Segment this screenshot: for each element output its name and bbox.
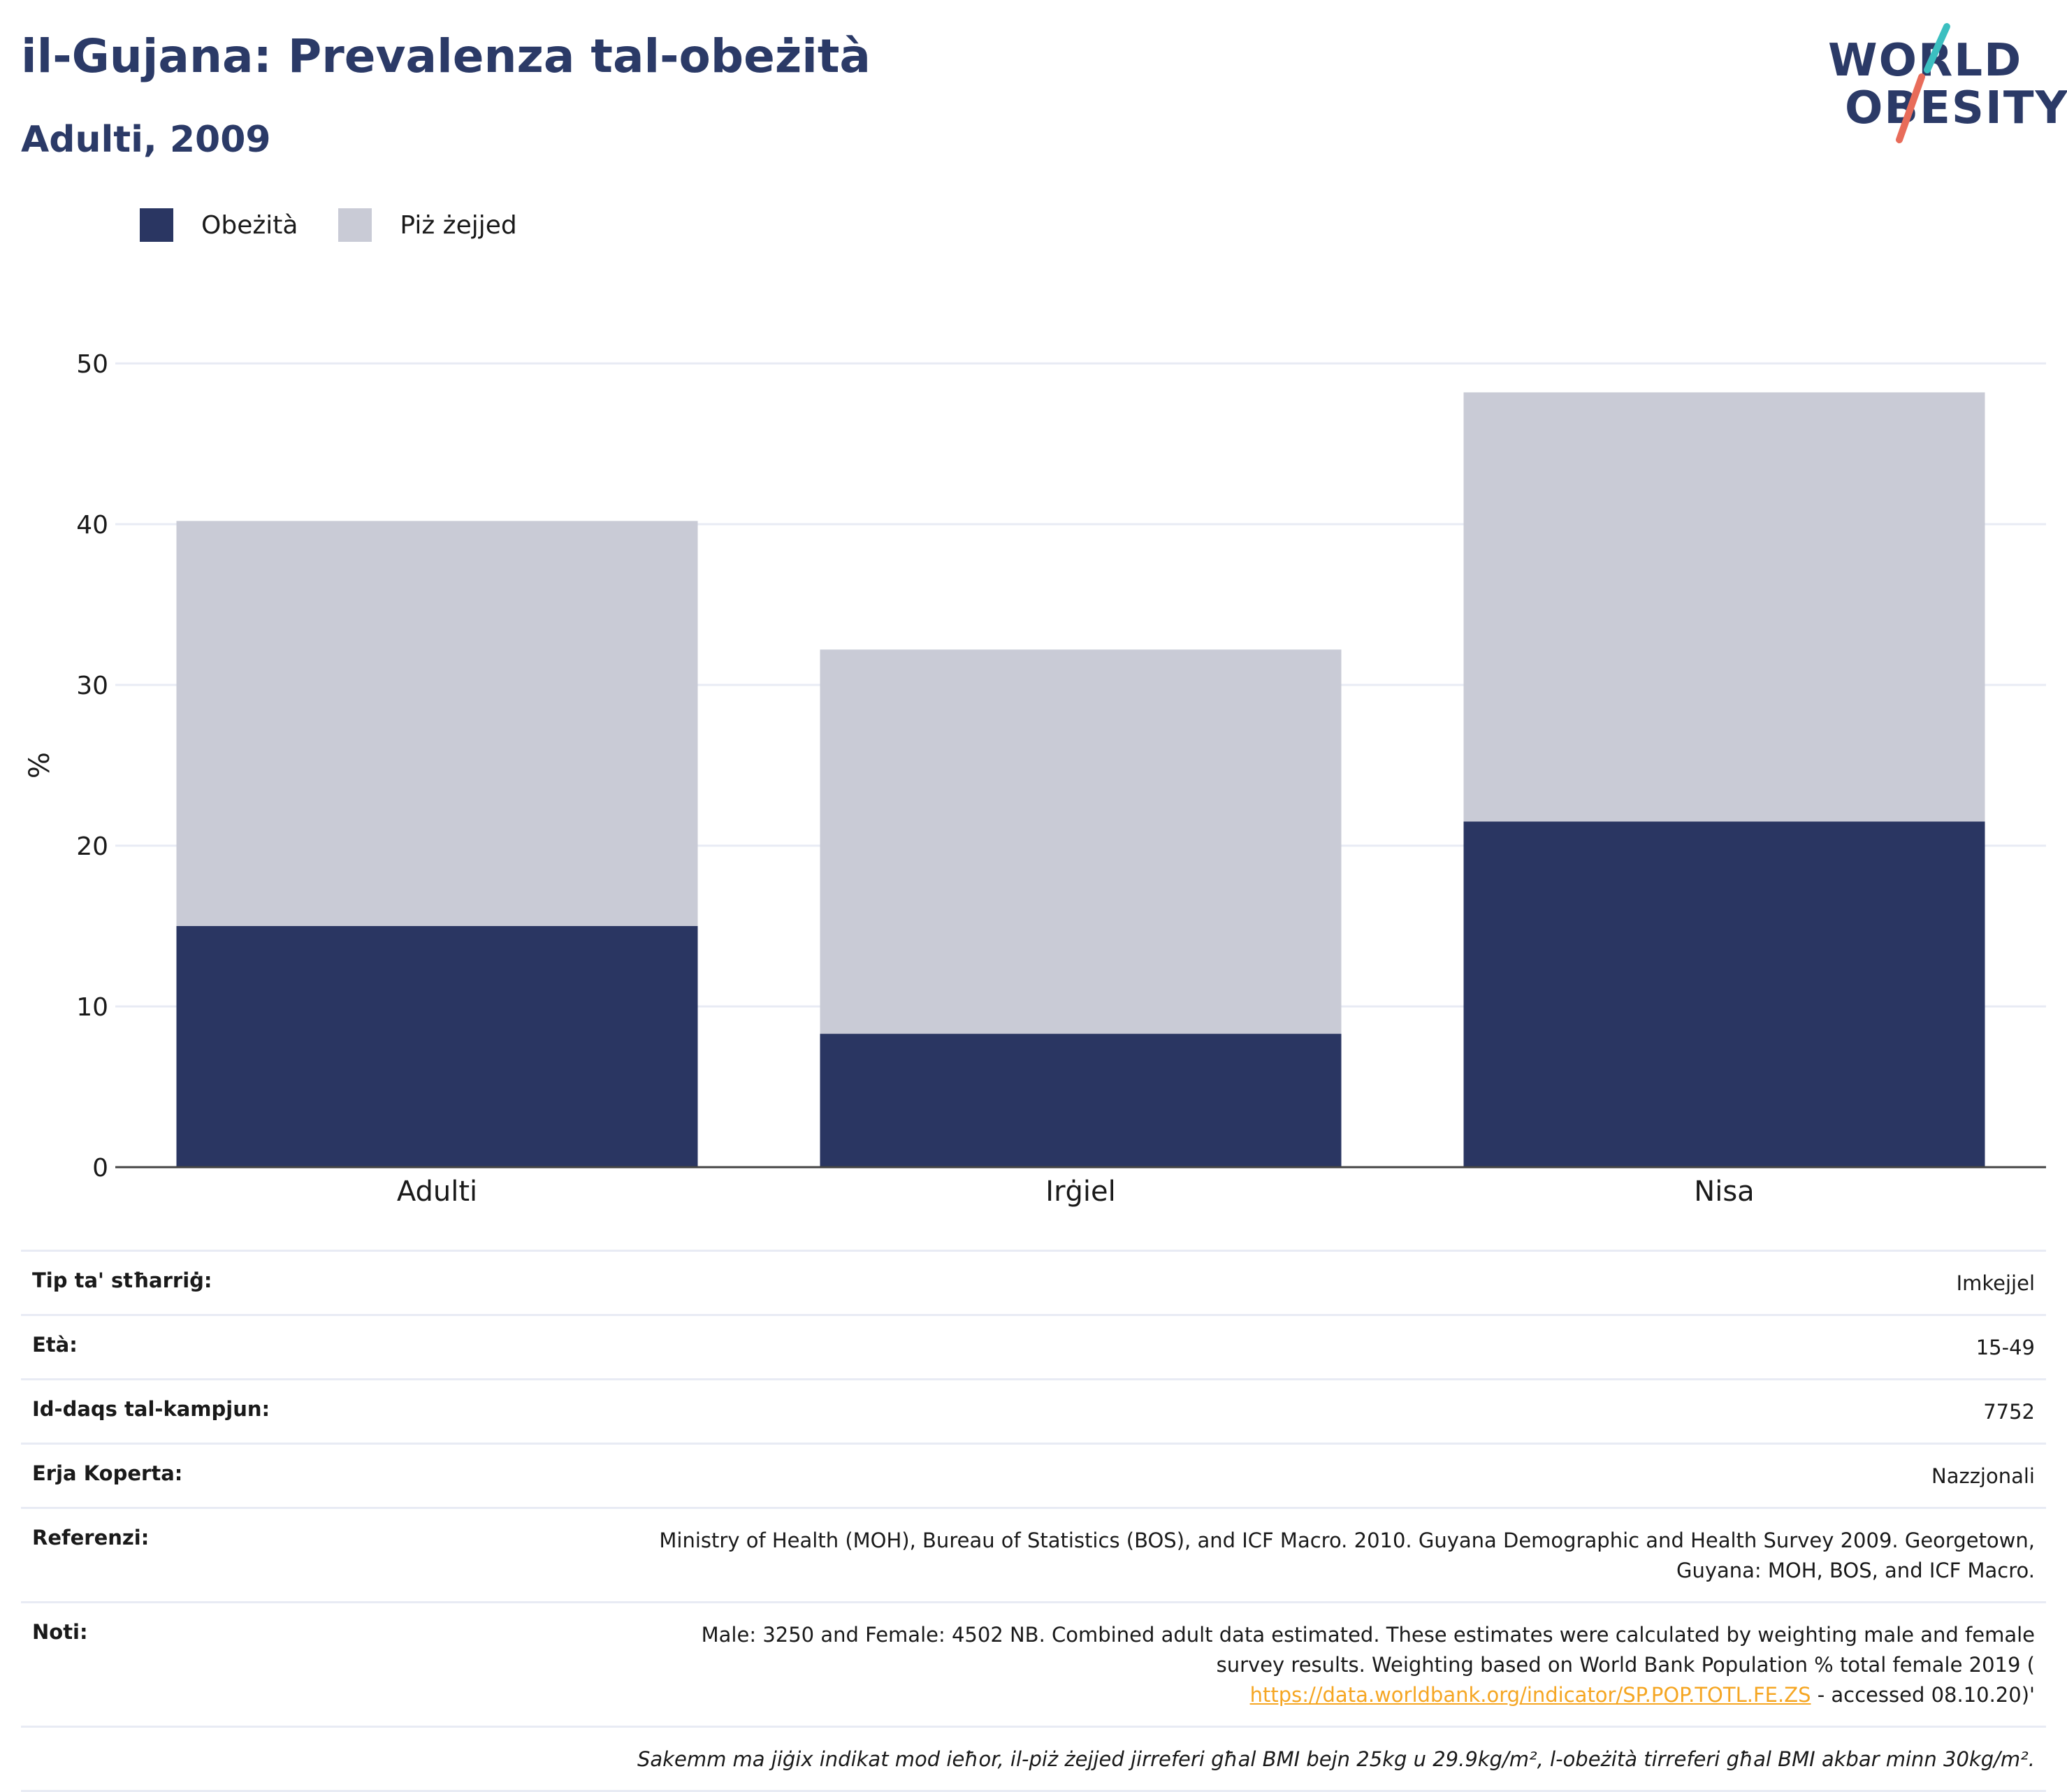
info-key: Referenzi: — [32, 1526, 150, 1549]
y-tick-label: 0 — [92, 1154, 108, 1183]
bar-obesity — [176, 926, 698, 1167]
legend-label-overweight: Piż żejjed — [400, 210, 517, 240]
info-row-age: Età: 15-49 — [21, 1314, 2046, 1378]
notes-line2: survey results. Weighting based on World… — [1216, 1653, 2035, 1677]
y-tick-label: 30 — [76, 672, 108, 700]
info-row-references: Referenzi: Ministry of Health (MOH), Bur… — [21, 1507, 2046, 1601]
legend-item-overweight[interactable]: Piż żejjed — [338, 208, 517, 242]
info-row-footnote: Sakemm ma jiġix indikat mod ieħor, il-pi… — [21, 1726, 2046, 1792]
info-value: Nazzjonali — [1931, 1464, 2035, 1488]
bar-obesity — [1463, 821, 1985, 1167]
x-tick-label: Nisa — [1694, 1176, 1754, 1208]
info-key: Erja Koperta: — [32, 1461, 183, 1485]
x-tick-label: Irġiel — [1045, 1176, 1115, 1208]
reference-line2: Guyana: MOH, BOS, and ICF Macro. — [1676, 1559, 2035, 1582]
info-key: Tip ta' stħarriġ: — [32, 1269, 212, 1292]
info-key: Età: — [32, 1333, 78, 1357]
info-key: Noti: — [32, 1620, 88, 1644]
page-title: il-Gujana: Prevalenza tal-obeżità — [21, 29, 871, 83]
legend-swatch-obesity — [140, 208, 173, 242]
info-row-notes: Noti: Male: 3250 and Female: 4502 NB. Co… — [21, 1601, 2046, 1726]
info-row-sample-size: Id-daqs tal-kampjun: 7752 — [21, 1378, 2046, 1443]
x-tick-label: Adulti — [397, 1176, 477, 1208]
bar-chart: 0 10 20 30 40 50% Adulti Irġiel Nisa — [24, 350, 2046, 1208]
bar-overweight — [176, 521, 698, 926]
info-table: Tip ta' stħarriġ: Imkejjel Età: 15-49 Id… — [21, 1250, 2046, 1792]
info-value: Male: 3250 and Female: 4502 NB. Combined… — [702, 1620, 2035, 1710]
info-value: 7752 — [1983, 1400, 2035, 1424]
y-tick-label: 20 — [76, 832, 108, 861]
bar-overweight — [820, 649, 1342, 1034]
reference-line1: Ministry of Health (MOH), Bureau of Stat… — [659, 1529, 2035, 1552]
logo-line2: OBESITY — [1845, 82, 2067, 134]
logo-slash-icon — [1896, 23, 1950, 143]
legend-swatch-overweight — [338, 208, 372, 242]
bar-overweight — [1463, 392, 1985, 822]
footnote-text: Sakemm ma jiġix indikat mod ieħor, il-pi… — [637, 1747, 2035, 1771]
page-subtitle: Adulti, 2009 — [21, 119, 271, 161]
legend-label-obesity: Obeżità — [201, 210, 298, 240]
y-axis-title: % — [24, 752, 56, 779]
chart-legend: Obeżità Piż żejjed — [140, 208, 558, 242]
y-tick-label: 10 — [76, 993, 108, 1022]
bar-obesity — [820, 1034, 1342, 1167]
info-value: Imkejjel — [1956, 1271, 2035, 1295]
info-value: 15-49 — [1975, 1336, 2035, 1359]
legend-item-obesity[interactable]: Obeżità — [140, 208, 298, 242]
y-tick-label: 50 — [76, 350, 108, 379]
info-key: Id-daqs tal-kampjun: — [32, 1397, 270, 1421]
info-row-area: Erja Koperta: Nazzjonali — [21, 1443, 2046, 1507]
notes-line1: Male: 3250 and Female: 4502 NB. Combined… — [701, 1623, 2035, 1647]
info-value: Ministry of Health (MOH), Bureau of Stat… — [659, 1526, 2035, 1586]
y-tick-label: 40 — [76, 511, 108, 540]
worldbank-link[interactable]: https://data.worldbank.org/indicator/SP.… — [1249, 1683, 1811, 1707]
world-obesity-logo: WORLD OBESITY — [1817, 21, 2067, 154]
info-row-survey-type: Tip ta' stħarriġ: Imkejjel — [21, 1250, 2046, 1314]
notes-after-link: - accessed 08.10.20)' — [1811, 1683, 2035, 1707]
